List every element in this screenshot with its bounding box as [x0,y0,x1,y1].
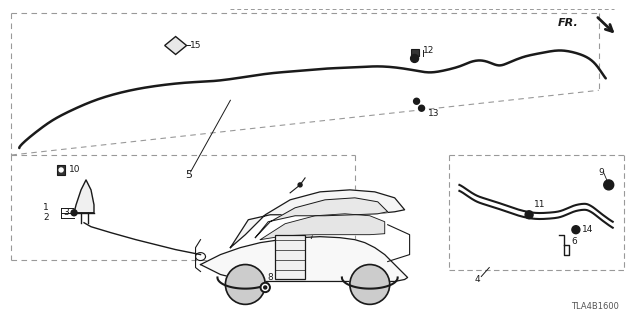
Circle shape [604,180,614,190]
Text: 8: 8 [268,273,273,282]
Text: 1: 1 [44,203,49,212]
Text: 9: 9 [598,168,604,178]
Circle shape [350,265,390,304]
Text: 14: 14 [582,225,593,234]
Polygon shape [255,198,388,238]
Text: 7: 7 [308,232,314,241]
Polygon shape [74,180,94,213]
Circle shape [419,105,424,111]
Circle shape [71,210,77,216]
Circle shape [298,183,302,187]
Circle shape [411,54,419,62]
Circle shape [260,283,270,292]
Text: 6: 6 [571,237,577,246]
Text: 15: 15 [189,41,201,50]
Text: FR.: FR. [558,18,579,28]
Text: 13: 13 [428,109,439,118]
FancyBboxPatch shape [275,235,305,279]
Text: 10: 10 [69,165,81,174]
Text: TLA4B1600: TLA4B1600 [571,302,619,311]
Circle shape [525,211,533,219]
Polygon shape [200,237,408,282]
Text: 3: 3 [63,208,69,217]
Text: 2: 2 [44,213,49,222]
Text: 12: 12 [422,46,434,55]
Polygon shape [164,36,187,54]
Text: 5: 5 [186,170,193,180]
Polygon shape [230,190,404,248]
Circle shape [59,168,63,172]
Text: 4: 4 [474,275,480,284]
Polygon shape [260,214,385,240]
Circle shape [572,226,580,234]
Circle shape [413,98,420,104]
Circle shape [264,286,267,289]
Text: 11: 11 [534,200,545,209]
Circle shape [262,284,268,291]
FancyBboxPatch shape [411,50,419,56]
Circle shape [225,265,265,304]
FancyBboxPatch shape [57,165,65,175]
